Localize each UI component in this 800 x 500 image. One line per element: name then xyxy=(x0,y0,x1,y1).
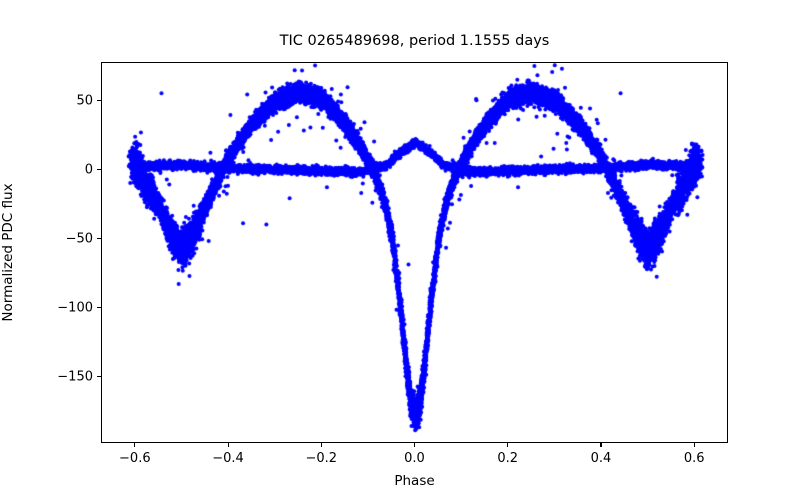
y-axis-label: Normalized PDC flux xyxy=(0,183,16,322)
y-tick-mark xyxy=(97,169,101,171)
x-tick-mark xyxy=(414,443,416,447)
y-tick-label: −100 xyxy=(57,300,93,316)
x-tick-mark xyxy=(227,443,229,447)
x-tick-label: 0.0 xyxy=(404,451,425,466)
x-tick-mark xyxy=(600,443,602,447)
x-tick-label: −0.2 xyxy=(305,451,338,466)
y-tick-mark xyxy=(97,307,101,309)
x-tick-label: 0.2 xyxy=(497,451,519,466)
x-tick-label: 0.6 xyxy=(683,451,705,466)
x-tick-label: 0.4 xyxy=(590,451,612,466)
x-tick-mark xyxy=(693,443,695,447)
x-tick-label: −0.4 xyxy=(212,451,244,466)
y-tick-mark xyxy=(97,100,101,102)
y-tick-label: −150 xyxy=(57,369,93,385)
y-tick-mark xyxy=(97,376,101,378)
plot-axes xyxy=(101,62,729,444)
x-tick-mark xyxy=(320,443,322,447)
x-axis-label: Phase xyxy=(394,473,435,489)
scatter-plot-canvas xyxy=(102,63,729,444)
x-tick-label: −0.6 xyxy=(119,451,151,466)
y-tick-label: 50 xyxy=(76,93,93,109)
y-tick-mark xyxy=(97,238,101,240)
x-tick-mark xyxy=(134,443,136,447)
page-title: TIC 0265489698, period 1.1555 days xyxy=(279,33,550,49)
y-tick-label: −50 xyxy=(65,231,93,247)
y-tick-label: 0 xyxy=(84,162,93,178)
x-tick-mark xyxy=(507,443,509,447)
